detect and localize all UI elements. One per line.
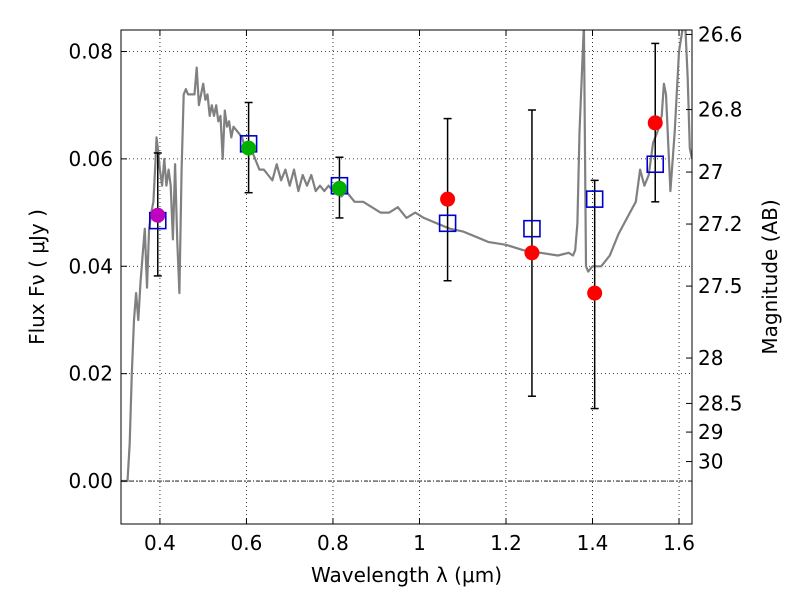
model-photometry-point [646, 155, 665, 174]
y-tick-label: 0.04 [68, 254, 113, 278]
observed-points [150, 115, 663, 301]
model-photometry-point [523, 219, 541, 238]
x-axis-ticks: 0.4 0.6 0.8 1 1.2 1.4 1.6 [144, 30, 695, 555]
magnitude-tick-label: 28 [698, 346, 723, 370]
x-tick-label: 1 [413, 531, 426, 555]
observed-point [241, 140, 257, 156]
error-bars [153, 42, 660, 410]
y-tick-label: 0.08 [68, 39, 113, 63]
observed-point [587, 285, 603, 301]
model-spectrum [121, 30, 692, 483]
observed-point [524, 245, 540, 261]
observed-point [331, 180, 347, 196]
y-tick-label: 0.06 [68, 147, 113, 171]
y-axis-title: Flux Fν ( μJy ) [25, 209, 49, 345]
x-axis-title: Wavelength λ (μm) [311, 563, 502, 587]
y-tick-label: 0.02 [68, 362, 113, 386]
y-tick-label: 0.00 [68, 469, 113, 493]
x-tick-label: 0.4 [144, 531, 176, 555]
plot-frame [120, 29, 693, 525]
magnitude-tick-label: 26.8 [698, 98, 743, 122]
x-tick-label: 0.8 [317, 531, 349, 555]
y-axis-ticks: 0.00 0.02 0.04 0.06 0.08 [68, 39, 127, 493]
x-tick-label: 0.6 [231, 531, 263, 555]
magnitude-tick-label: 30 [698, 450, 723, 474]
observed-point [647, 115, 663, 131]
model-photometry-point [585, 190, 604, 208]
x-tick-label: 1.6 [663, 531, 695, 555]
magnitude-tick-label: 26.6 [698, 22, 743, 46]
magnitude-axis-ticks: 26.6 26.8 27 27.2 27.5 28 28.5 29 30 [686, 22, 743, 474]
magnitude-tick-label: 29 [698, 420, 723, 444]
observed-point [150, 207, 166, 223]
magnitude-tick-label: 27 [698, 160, 723, 184]
grid [121, 30, 692, 524]
magnitude-axis-title: Magnitude (AB) [758, 199, 782, 354]
model-photometry-points [148, 135, 665, 238]
x-tick-label: 1.4 [577, 531, 609, 555]
magnitude-tick-label: 27.5 [698, 274, 743, 298]
model-spectrum-line [121, 30, 692, 483]
magnitude-tick-label: 28.5 [698, 391, 743, 415]
magnitude-tick-label: 27.2 [698, 212, 743, 236]
x-tick-label: 1.2 [490, 531, 522, 555]
model-photometry-point [438, 214, 457, 233]
observed-point [440, 191, 456, 207]
